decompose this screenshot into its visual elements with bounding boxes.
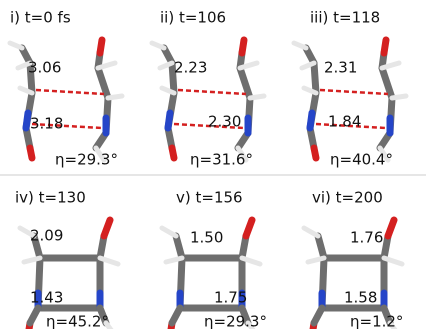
distance-label: 3.18 xyxy=(30,115,63,133)
distance-label: 2.31 xyxy=(324,59,357,77)
distance-label: 2.30 xyxy=(208,113,241,131)
panel: iii) t=118 2.31 1.84 η=40.4° xyxy=(294,9,406,169)
panel: v) t=156 1.50 1.75 η=29.3° xyxy=(162,189,267,329)
panel: vi) t=200 1.76 1.58 η=1.2° xyxy=(304,189,403,329)
distance-label: 2.09 xyxy=(30,227,63,245)
panel-label: i) t=0 fs xyxy=(10,9,71,27)
distance-label: 1.75 xyxy=(214,289,247,307)
figure: i) t=0 fs 3.06 3.18 η=29.3° ii) t=106 2.23 2.3… xyxy=(0,0,426,329)
distance-label: 3.06 xyxy=(28,59,61,77)
panel: i) t=0 fs 3.06 3.18 η=29.3° xyxy=(10,9,122,169)
panel: iv) t=130 2.09 1.43 η=45.2° xyxy=(15,189,118,329)
panel: ii) t=106 2.23 2.30 η=31.6° xyxy=(152,9,264,169)
distance-label: 1.76 xyxy=(350,229,383,247)
eta-label: η=40.4° xyxy=(330,151,393,169)
panel-label: vi) t=200 xyxy=(312,189,383,207)
molecule xyxy=(152,40,264,160)
panel-label: iv) t=130 xyxy=(15,189,86,207)
distance-label: 1.84 xyxy=(328,113,361,131)
distance-label: 1.58 xyxy=(344,289,377,307)
panel-label: iii) t=118 xyxy=(310,9,380,27)
eta-label: η=29.3° xyxy=(204,313,267,329)
molecule xyxy=(10,40,122,160)
eta-label: η=29.3° xyxy=(55,151,118,169)
distance-label: 1.50 xyxy=(190,229,223,247)
distance-label: 1.43 xyxy=(30,289,63,307)
eta-label: η=1.2° xyxy=(350,313,403,329)
distance-label: 2.23 xyxy=(174,59,207,77)
panel-label: ii) t=106 xyxy=(160,9,226,27)
panel-label: v) t=156 xyxy=(176,189,243,207)
eta-label: η=45.2° xyxy=(46,313,109,329)
eta-label: η=31.6° xyxy=(190,151,253,169)
